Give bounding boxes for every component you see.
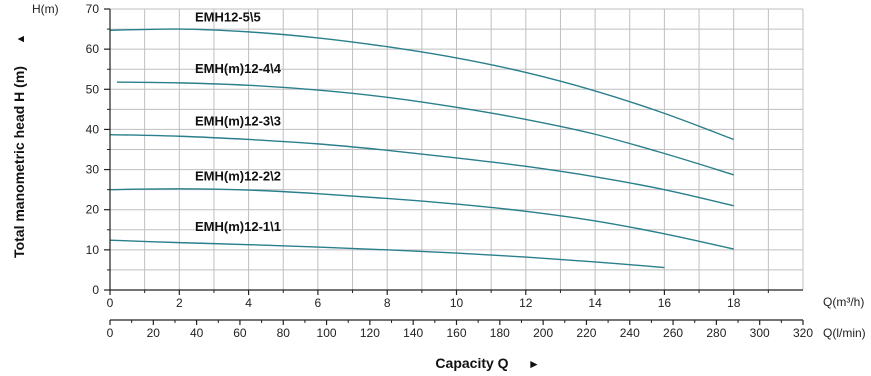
pump-curve-2 <box>116 81 734 176</box>
curve-labels: EMH12-5\5 EMH(m)12-4\4 EMH(m)12-3\3 EMH(m)1… <box>195 9 282 234</box>
x-tick-label: 2 <box>176 296 183 310</box>
x-tick-label: 10 <box>450 296 464 310</box>
x2-tick-label: 220 <box>576 326 596 340</box>
y-axis-title-group: Total manometric head H (m) ▲ <box>11 34 27 258</box>
x2-tick-label: 120 <box>360 326 380 340</box>
grid-lines <box>110 8 804 290</box>
x-tick-label: 12 <box>519 296 533 310</box>
curve-label-1: EMH12-5\5 <box>195 9 261 24</box>
x2-tick-label: 80 <box>277 326 291 340</box>
x-tick-label: 0 <box>107 296 114 310</box>
x2-tick-label: 240 <box>620 326 640 340</box>
x2-tick-label: 180 <box>490 326 510 340</box>
pump-curve-3 <box>109 133 734 207</box>
x2-tick-label: 60 <box>233 326 247 340</box>
y-tick-label: 40 <box>86 122 100 136</box>
y-tick-label: 70 <box>86 2 100 16</box>
x2-tick-label: 40 <box>190 326 204 340</box>
curve-label-2: EMH(m)12-4\4 <box>195 61 282 76</box>
x-axis-unit-lmin: Q(l/min) <box>823 326 866 340</box>
x-tick-label: 18 <box>727 296 741 310</box>
pump-curve-5 <box>109 239 665 269</box>
x2-tick-label: 200 <box>533 326 553 340</box>
x-tick-label: 6 <box>315 296 322 310</box>
x-axis-title: Capacity Q <box>435 355 508 371</box>
performance-curves <box>109 28 734 269</box>
curve-label-4: EMH(m)12-2\2 <box>195 169 281 184</box>
curve-label-5: EMH(m)12-1\1 <box>195 219 281 234</box>
x-axis-unit-m3h: Q(m³/h) <box>823 295 864 309</box>
y-axis-title: Total manometric head H (m) <box>11 66 27 258</box>
y-tick-label: 50 <box>86 82 100 96</box>
x-tick-label: 8 <box>384 296 391 310</box>
y-tick-label: 60 <box>86 42 100 56</box>
x2-tick-label: 20 <box>147 326 161 340</box>
y-tick-label: 0 <box>92 283 99 297</box>
curve-label-3: EMH(m)12-3\3 <box>195 114 281 129</box>
y-tick-label: 10 <box>86 243 100 257</box>
pump-curve-1 <box>109 28 734 141</box>
x2-tick-label: 260 <box>663 326 683 340</box>
x2-tick-label: 100 <box>317 326 337 340</box>
pump-curve-4 <box>109 188 734 250</box>
x-tick-label: 16 <box>658 296 672 310</box>
y-tick-label: 30 <box>86 163 100 177</box>
x-axis-arrow-icon: ► <box>528 357 540 371</box>
x2-tick-label: 300 <box>750 326 770 340</box>
y-axis-arrow-icon: ▲ <box>15 34 27 45</box>
x2-tick-label: 140 <box>403 326 423 340</box>
x-tick-label: 14 <box>588 296 602 310</box>
x2-tick-label: 320 <box>793 326 813 340</box>
x2-tick-label: 280 <box>706 326 726 340</box>
x-tick-label: 4 <box>245 296 252 310</box>
y-axis-unit: H(m) <box>32 2 59 16</box>
x2-tick-label: 160 <box>446 326 466 340</box>
y-tick-label: 20 <box>86 203 100 217</box>
x2-tick-label: 0 <box>107 326 114 340</box>
